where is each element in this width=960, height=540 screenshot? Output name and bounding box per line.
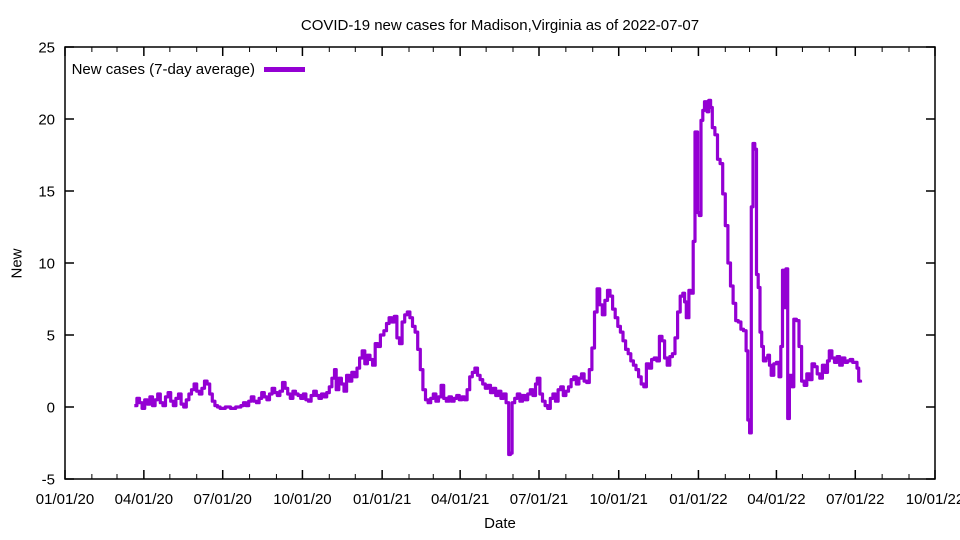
y-tick-label: -5 (42, 472, 55, 489)
x-axis-label: Date (484, 515, 516, 532)
x-tick-label: 10/01/21 (590, 491, 648, 508)
y-axis-label: New (8, 248, 26, 279)
data-line (134, 98, 863, 457)
chart-title: COVID-19 new cases for Madison,Virginia … (300, 17, 700, 34)
y-tick-label: 0 (47, 400, 55, 417)
plot-border (64, 46, 936, 480)
y-tick-label: 15 (38, 184, 55, 201)
x-tick-label: 01/01/21 (353, 491, 411, 508)
x-tick-label: 07/01/21 (510, 491, 568, 508)
y-tick-label: 10 (38, 256, 55, 273)
x-tick-label: 04/01/20 (115, 491, 173, 508)
x-tick-label: 01/01/22 (669, 491, 727, 508)
x-tick-label: 04/01/21 (431, 491, 489, 508)
legend: New cases (7-day average) (0, 60, 305, 78)
legend-line-swatch (264, 66, 305, 72)
x-tick-label: 07/01/22 (826, 491, 884, 508)
x-tick-label: 04/01/22 (747, 491, 805, 508)
x-tick-label: 07/01/20 (194, 491, 252, 508)
x-tick-label: 10/01/20 (273, 491, 331, 508)
x-tick-label: 01/01/20 (36, 491, 94, 508)
y-tick-label: 5 (47, 328, 55, 345)
x-tick-label: 10/01/22 (906, 491, 960, 508)
y-tick-label: 20 (38, 112, 55, 129)
legend-label: New cases (7-day average) (71, 60, 255, 78)
y-tick-label: 25 (38, 40, 55, 57)
